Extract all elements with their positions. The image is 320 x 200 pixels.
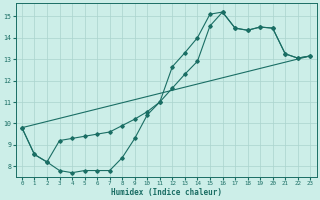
X-axis label: Humidex (Indice chaleur): Humidex (Indice chaleur) [111, 188, 221, 197]
